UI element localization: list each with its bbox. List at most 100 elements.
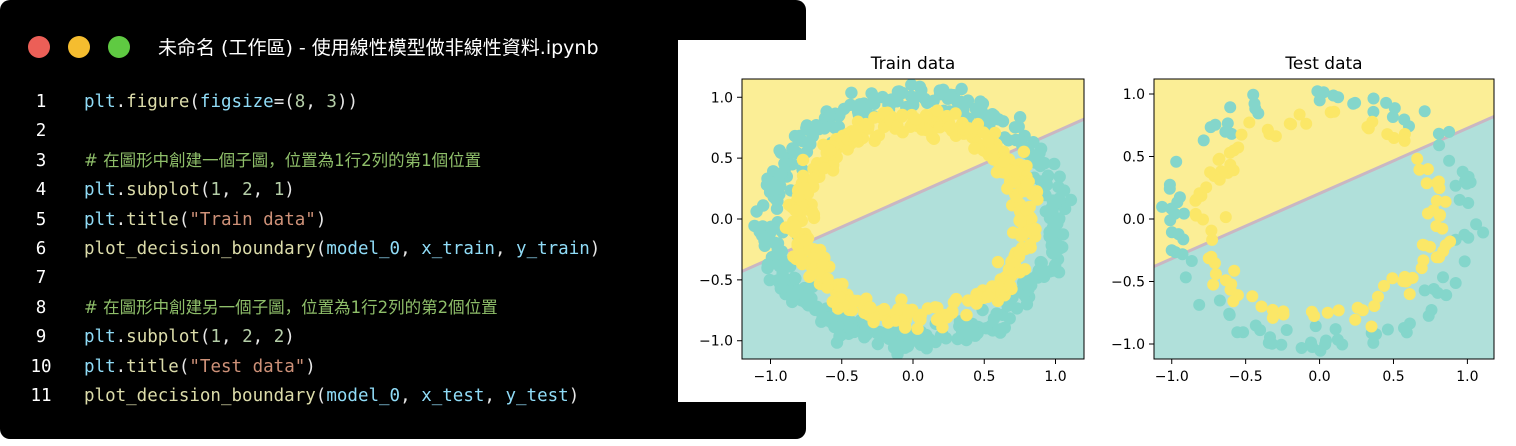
data-point-outer xyxy=(1477,226,1490,239)
y-tick-label: −1.0 xyxy=(1111,337,1145,353)
code-token: , xyxy=(221,327,243,348)
code-token: title xyxy=(126,209,179,230)
data-point-outer xyxy=(1156,200,1169,213)
data-point-inner xyxy=(1308,310,1321,322)
y-tick-label: 1.0 xyxy=(1123,87,1145,103)
data-point-outer xyxy=(1332,91,1345,104)
line-number: 6 xyxy=(35,239,47,259)
chart-title: Train data xyxy=(870,54,956,74)
data-point-outer xyxy=(888,324,902,337)
code-token: , xyxy=(252,327,274,348)
data-point-inner xyxy=(864,301,877,314)
data-point-outer xyxy=(907,98,920,112)
data-point-outer xyxy=(804,137,817,151)
data-point-outer xyxy=(944,90,958,103)
code-token: plot_decision_boundary xyxy=(84,386,316,406)
data-point-outer xyxy=(1275,338,1288,351)
data-point-inner xyxy=(930,313,944,326)
x-tick-label: −1.0 xyxy=(754,369,788,385)
code-token: "Train data" xyxy=(189,209,316,230)
code-token: ( xyxy=(315,386,327,406)
data-point-outer xyxy=(1380,96,1393,109)
data-point-inner xyxy=(889,314,902,327)
data-point-inner xyxy=(1365,320,1378,333)
code-token: 2 xyxy=(242,180,253,201)
data-point-inner xyxy=(1349,313,1362,326)
maximize-window-button[interactable] xyxy=(108,36,130,58)
data-point-outer xyxy=(901,340,915,353)
data-point-outer xyxy=(1197,134,1210,147)
line-number: 9 xyxy=(35,327,47,348)
data-point-outer xyxy=(921,336,935,350)
data-point-inner xyxy=(1421,163,1434,176)
y-tick-label: −1.0 xyxy=(699,334,733,350)
data-point-outer xyxy=(1020,298,1034,311)
data-point-inner xyxy=(1031,193,1044,206)
line-number: 3 xyxy=(35,150,47,171)
data-point-outer xyxy=(1013,111,1027,124)
code-token: 1 xyxy=(273,180,285,201)
data-point-inner xyxy=(799,234,812,247)
data-point-inner xyxy=(1266,311,1279,324)
code-token: . xyxy=(115,327,127,348)
data-point-outer xyxy=(1336,338,1349,351)
data-point-inner xyxy=(866,311,880,324)
data-point-outer xyxy=(758,234,771,247)
data-point-outer xyxy=(1054,241,1067,255)
data-point-outer xyxy=(887,341,901,354)
data-point-inner xyxy=(807,252,820,265)
data-point-outer xyxy=(1266,337,1278,350)
data-point-outer xyxy=(764,176,778,190)
data-point-inner xyxy=(821,272,834,286)
subplot-2: −1.0 −0.5 0.0 0.5 1.0 1.0 0.5 0.0 −0.5 −1.0 Test d… xyxy=(1111,54,1495,385)
data-point-inner xyxy=(868,111,881,124)
close-window-button[interactable] xyxy=(28,36,50,58)
code-token: ( xyxy=(178,209,190,230)
data-point-inner xyxy=(1002,263,1016,276)
x-tick-label: −1.0 xyxy=(1155,369,1189,385)
data-point-outer xyxy=(1185,255,1198,267)
data-point-inner xyxy=(960,308,973,322)
data-point-outer xyxy=(750,205,763,218)
data-point-inner xyxy=(1189,207,1202,220)
data-point-inner xyxy=(909,112,923,126)
data-point-inner xyxy=(831,302,845,315)
data-point-outer xyxy=(1425,304,1438,316)
data-point-outer xyxy=(1045,200,1059,214)
data-point-inner xyxy=(914,308,928,322)
data-point-outer xyxy=(969,102,982,115)
data-point-outer xyxy=(1247,88,1260,101)
data-point-outer xyxy=(1311,85,1324,98)
data-point-inner xyxy=(928,301,942,314)
data-point-inner xyxy=(1255,300,1268,313)
data-point-outer xyxy=(1432,127,1445,140)
data-point-outer xyxy=(1295,342,1308,354)
line-number: 7 xyxy=(35,268,47,289)
code-token: 1 xyxy=(210,327,222,348)
code-token: , xyxy=(305,92,327,112)
code-token: plt xyxy=(84,92,116,112)
data-point-outer xyxy=(1367,105,1380,118)
data-point-outer xyxy=(1309,320,1322,333)
data-point-inner xyxy=(1232,141,1245,154)
x-tick-label: −0.5 xyxy=(1229,369,1263,385)
data-point-inner xyxy=(1269,130,1282,143)
data-point-outer xyxy=(990,307,1003,320)
data-point-outer xyxy=(775,167,788,180)
data-point-outer xyxy=(1165,226,1178,239)
data-point-inner xyxy=(919,109,933,122)
minimize-window-button[interactable] xyxy=(68,36,90,58)
data-point-inner xyxy=(1430,194,1443,207)
data-point-outer xyxy=(1431,286,1444,299)
data-point-outer xyxy=(993,323,1006,336)
data-point-outer xyxy=(1165,202,1178,215)
data-point-inner xyxy=(1406,271,1419,284)
data-point-inner xyxy=(797,181,811,195)
data-point-inner xyxy=(1415,262,1428,275)
data-point-outer xyxy=(1449,277,1462,289)
data-point-outer xyxy=(913,80,926,93)
data-point-outer xyxy=(786,295,799,309)
data-point-inner xyxy=(949,107,962,120)
data-point-outer xyxy=(1464,176,1477,189)
data-point-outer xyxy=(927,94,940,107)
